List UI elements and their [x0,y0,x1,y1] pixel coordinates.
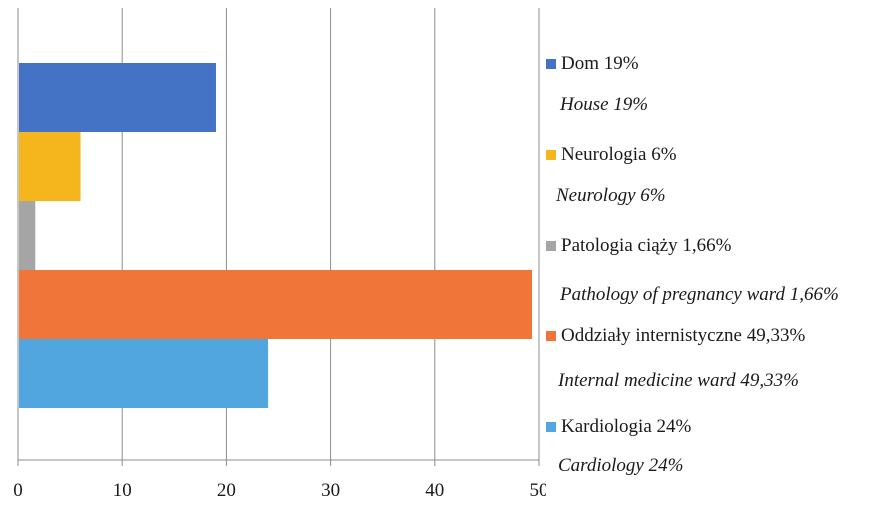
legend-label-oddzialy: Oddziały internistyczne 49,33% [561,325,806,346]
legend-swatch-patologia [546,241,556,251]
x-tick-labels: 0 10 20 30 40 50 [13,460,546,501]
bar-4 [19,339,269,408]
legend-item-dom: Dom 19% [546,53,639,75]
bars [19,63,533,408]
tick-label-10: 10 [113,480,132,501]
tick-label-30: 30 [321,480,340,501]
legend-label-house: House 19% [560,94,649,115]
legend-swatch-neurologia [546,150,556,160]
legend-item-kardiologia: Kardiologia 24% [546,416,691,438]
legend-label-kardiologia: Kardiologia 24% [561,416,692,437]
legend-swatch-dom [546,59,556,69]
legend-swatch-oddzialy [546,331,556,341]
tick-label-50: 50 [530,480,547,501]
legend-label-pathology: Pathology of pregnancy ward 1,66% [560,284,839,305]
legend-label-neurology: Neurology 6% [556,185,666,206]
bar-1 [19,132,81,201]
bar-2 [19,201,36,270]
bar-chart: 0 10 20 30 40 50 [13,8,546,501]
legend-label-dom: Dom 19% [561,53,639,74]
legend-label-cardiology: Cardiology 24% [558,455,684,476]
tick-label-0: 0 [13,480,23,501]
legend-item-patologia: Patologia ciąży 1,66% [546,235,731,257]
tick-label-20: 20 [217,480,236,501]
legend-item-neurologia: Neurologia 6% [546,144,677,166]
legend-swatch-kardiologia [546,422,556,432]
legend-label-neurologia: Neurologia 6% [561,144,677,165]
legend-label-patologia: Patologia ciąży 1,66% [561,235,732,256]
tick-label-40: 40 [425,480,444,501]
legend: Dom 19% House 19% Neurologia 6% Neurolog… [546,0,876,505]
legend-item-oddzialy: Oddziały internistyczne 49,33% [546,325,805,347]
bar-0 [19,63,216,132]
bar-3 [19,270,533,339]
legend-label-internal: Internal medicine ward 49,33% [558,370,799,391]
